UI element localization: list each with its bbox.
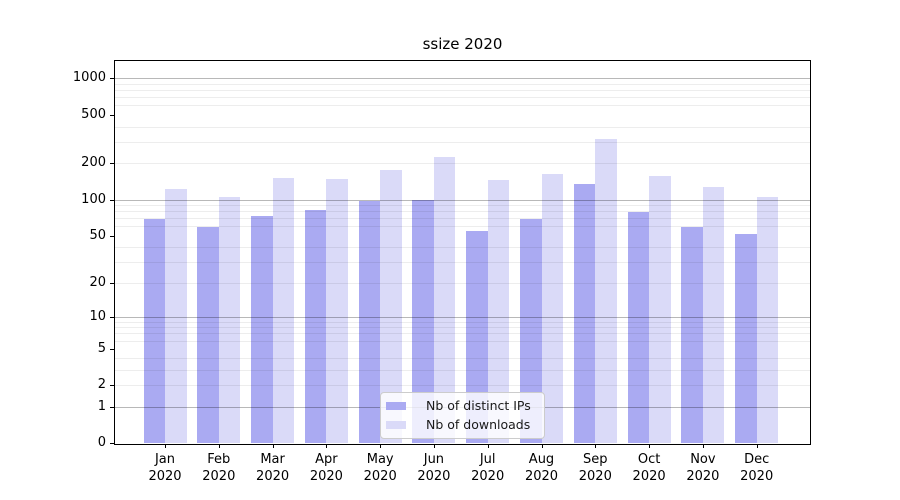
x-tick-label-aug: Aug 2020: [524, 452, 559, 484]
legend-swatch-distinct-ips: [386, 401, 406, 410]
chart-title: ssize 2020: [422, 35, 503, 53]
y-tick-label-100: 100: [81, 191, 106, 207]
y-tick-mark-0: [110, 443, 114, 445]
bar-downloads-nov: [702, 187, 725, 444]
y-tick-label-0: 0: [97, 435, 106, 451]
x-tick-mark-aug: [541, 444, 543, 449]
y-tick-label-20: 20: [89, 274, 106, 290]
y-tick-label-200: 200: [81, 155, 106, 171]
bar-downloads-jul: [487, 179, 510, 444]
x-tick-label-may: May 2020: [363, 452, 397, 484]
y-tick-mark-10: [110, 316, 114, 318]
y-tick-label-1: 1: [97, 398, 106, 414]
bar-downloads-may: [380, 169, 402, 444]
x-tick-mark-dec: [756, 444, 758, 449]
legend-label-downloads: Nb of downloads: [426, 417, 531, 432]
x-tick-mark-feb: [218, 444, 220, 449]
bar-distinct-ips-oct: [627, 211, 650, 444]
y-tick-mark-200: [110, 163, 114, 165]
y-tick-mark-500: [110, 114, 114, 116]
y-tick-label-1000: 1000: [72, 70, 106, 86]
bar-downloads-dec: [756, 197, 779, 444]
bar-distinct-ips-nov: [681, 227, 703, 444]
bar-distinct-ips-jun: [412, 199, 434, 444]
legend-item-downloads: Nb of downloads: [381, 415, 544, 434]
x-tick-label-jan: Jan 2020: [148, 452, 182, 484]
bar-downloads-oct: [649, 176, 671, 444]
x-tick-mark-sep: [595, 444, 597, 449]
bar-distinct-ips-jan: [143, 218, 165, 444]
x-tick-label-oct: Oct 2020: [632, 452, 666, 484]
bar-downloads-feb: [218, 197, 241, 444]
bar-downloads-mar: [272, 177, 295, 444]
bar-distinct-ips-feb: [197, 227, 219, 444]
y-tick-mark-50: [110, 235, 114, 237]
y-tick-mark-5: [110, 348, 114, 350]
x-tick-label-feb: Feb 2020: [202, 452, 236, 484]
bar-distinct-ips-aug: [520, 218, 542, 444]
bar-distinct-ips-jul: [466, 230, 488, 444]
bar-downloads-sep: [595, 138, 617, 444]
y-tick-mark-2: [110, 385, 114, 387]
x-tick-label-apr: Apr 2020: [309, 452, 343, 484]
legend: Nb of distinct IPs Nb of downloads: [380, 392, 545, 439]
y-tick-mark-100: [110, 199, 114, 201]
bar-distinct-ips-dec: [735, 233, 757, 444]
x-tick-mark-jun: [433, 444, 435, 449]
x-tick-mark-nov: [702, 444, 704, 449]
bar-distinct-ips-mar: [251, 215, 273, 444]
bar-downloads-apr: [326, 178, 348, 444]
x-tick-mark-may: [380, 444, 382, 449]
y-tick-mark-1000: [110, 78, 114, 80]
y-tick-label-500: 500: [81, 106, 106, 122]
legend-rows: Nb of distinct IPs Nb of downloads: [381, 396, 544, 434]
x-tick-label-sep: Sep 2020: [578, 452, 612, 484]
x-tick-mark-oct: [649, 444, 651, 449]
x-tick-mark-apr: [326, 444, 328, 449]
y-tick-label-5: 5: [97, 340, 106, 356]
y-tick-mark-1: [110, 406, 114, 408]
bar-downloads-aug: [541, 173, 563, 444]
x-tick-label-mar: Mar 2020: [256, 452, 290, 484]
x-tick-mark-jul: [487, 444, 489, 449]
y-tick-mark-20: [110, 282, 114, 284]
x-tick-label-dec: Dec 2020: [740, 452, 774, 484]
legend-label-distinct-ips: Nb of distinct IPs: [426, 398, 531, 413]
bar-distinct-ips-sep: [573, 184, 596, 444]
bar-downloads-jun: [433, 156, 456, 444]
y-tick-label-50: 50: [89, 227, 106, 243]
x-tick-mark-mar: [272, 444, 274, 449]
y-tick-label-10: 10: [89, 308, 106, 324]
plot-area: [114, 60, 811, 445]
legend-swatch-downloads: [386, 420, 406, 429]
bar-distinct-ips-apr: [304, 209, 327, 444]
x-tick-label-jun: Jun 2020: [417, 452, 451, 484]
x-tick-label-jul: Jul 2020: [471, 452, 505, 484]
x-tick-label-nov: Nov 2020: [686, 452, 720, 484]
bar-downloads-jan: [165, 189, 187, 444]
bar-distinct-ips-may: [358, 200, 381, 444]
legend-item-distinct-ips: Nb of distinct IPs: [381, 396, 544, 415]
x-tick-mark-jan: [165, 444, 166, 449]
y-tick-label-2: 2: [97, 377, 106, 393]
